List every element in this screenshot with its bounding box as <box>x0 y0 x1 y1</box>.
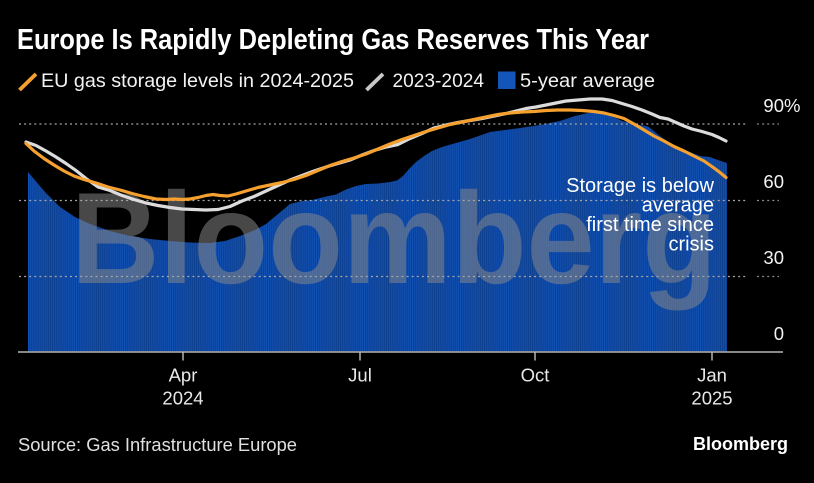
svg-text:Storage is below: Storage is below <box>566 175 714 197</box>
svg-text:average: average <box>642 195 714 217</box>
svg-text:0: 0 <box>774 323 784 344</box>
svg-text:30: 30 <box>763 247 784 268</box>
svg-text:EU gas storage levels in 2024-: EU gas storage levels in 2024-2025 <box>41 70 354 92</box>
svg-text:first time since: first time since <box>586 214 714 236</box>
svg-text:Source: Gas Infrastructure Eur: Source: Gas Infrastructure Europe <box>18 435 297 455</box>
svg-text:crisis: crisis <box>668 234 714 256</box>
svg-text:60: 60 <box>763 171 784 192</box>
svg-text:2023-2024: 2023-2024 <box>393 70 485 92</box>
svg-text:2025: 2025 <box>691 388 732 409</box>
svg-text:Oct: Oct <box>521 365 550 386</box>
svg-text:5-year average: 5-year average <box>520 70 655 92</box>
svg-text:Jul: Jul <box>348 365 372 386</box>
svg-text:Bloomberg: Bloomberg <box>71 165 717 311</box>
svg-text:Jan: Jan <box>697 365 727 386</box>
svg-text:90: 90 <box>763 95 784 116</box>
svg-text:2024: 2024 <box>162 388 203 409</box>
svg-text:Europe Is Rapidly Depleting Ga: Europe Is Rapidly Depleting Gas Reserves… <box>17 24 649 56</box>
svg-text:%: % <box>784 95 800 116</box>
svg-text:Apr: Apr <box>169 365 198 386</box>
svg-text:Bloomberg: Bloomberg <box>693 434 788 454</box>
